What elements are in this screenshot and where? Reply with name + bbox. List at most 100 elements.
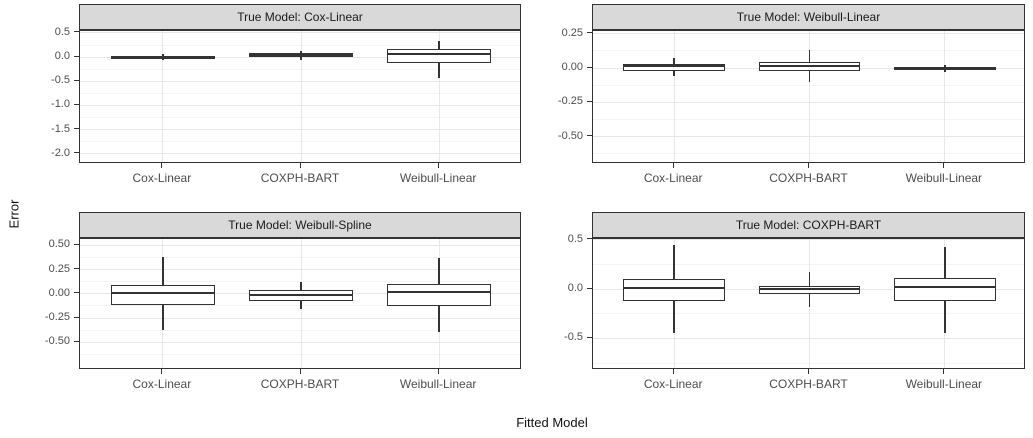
facet-strip-title: True Model: COXPH-BART [735,218,882,232]
y-tick-label: -1.5 [51,122,70,135]
x-tick-mark [672,369,674,374]
y-tick-mark [587,238,592,240]
x-axis-title: Fitted Model [516,415,588,430]
y-tick-mark [587,336,592,338]
facet-strip: True Model: Weibull-Linear [592,4,1025,30]
gridline-major [80,104,520,106]
boxplot-box [387,49,491,63]
x-tick-mark [161,163,163,168]
gridline-major [80,269,520,271]
boxplot-median [249,53,353,56]
x-tick-mark [943,369,945,374]
y-tick-mark [74,103,79,105]
gridline-vertical [673,31,675,162]
y-tick-label: 0.25 [48,262,70,275]
boxplot [80,31,520,162]
facet-strip-title: True Model: Cox-Linear [237,10,363,24]
y-tick-mark [74,268,79,270]
y-tick-label: -0.50 [44,335,70,348]
x-tick-label: Cox-Linear [643,377,703,391]
gridline-minor [593,362,1024,364]
y-tick-label: 0.5 [567,232,583,245]
y-tick-mark [74,243,79,245]
boxplot-box [894,278,996,302]
y-tick-label: 0.0 [54,50,70,63]
boxplot-median [387,53,491,56]
gridline-vertical [162,31,164,162]
boxplot-box [623,278,725,302]
x-tick-mark [943,163,945,168]
y-tick-mark [587,135,592,137]
boxplot [80,31,520,162]
boxplot-median [758,287,861,290]
facet-strip: True Model: Cox-Linear [79,4,521,30]
gridline-major [593,239,1024,241]
y-tick-label: 0.00 [561,61,583,74]
boxplot-box [758,61,861,72]
gridline-minor [80,68,520,70]
x-tick-label: COXPH-BART [260,171,340,185]
x-tick-label: Weibull-Linear [399,377,477,391]
gridline-minor [80,305,520,307]
x-tick-mark [672,163,674,168]
x-tick-mark [299,163,301,168]
boxplot-median [111,55,215,58]
boxplot-box [111,284,215,305]
gridline-minor [80,353,520,355]
x-tick-label: Weibull-Linear [905,171,983,185]
y-tick-label: 0.0 [567,282,583,295]
y-tick-label: 0.5 [54,25,70,38]
y-tick-mark [587,32,592,34]
gridline-major [593,136,1024,138]
y-tick-label: -0.25 [44,311,70,324]
boxplot-box [387,284,491,306]
gridline-major [80,56,520,58]
boxplot [593,31,1024,162]
gridline-minor [80,256,520,258]
y-tick-label: -2.0 [51,146,70,159]
boxplot-box [758,285,861,295]
boxplot-median [894,286,996,289]
y-tick-label: -0.25 [557,95,583,108]
boxplot-median [111,291,215,294]
gridline-minor [80,281,520,283]
boxplot-median [387,290,491,293]
x-tick-mark [437,163,439,168]
boxplot [593,31,1024,162]
gridline-minor [593,118,1024,120]
boxplot [80,239,520,368]
y-tick-label: -0.50 [557,129,583,142]
gridline-major [593,337,1024,339]
gridline-major [593,101,1024,103]
x-tick-label: Cox-Linear [643,171,703,185]
boxplot-median [623,286,725,289]
gridline-major [80,244,520,246]
gridline-minor [593,313,1024,315]
boxplot [80,239,520,368]
y-tick-mark [587,287,592,289]
y-tick-label: -1.0 [51,98,70,111]
gridline-vertical [809,31,810,162]
y-tick-mark [74,31,79,33]
gridline-minor [593,84,1024,86]
x-tick-mark [437,369,439,374]
x-tick-label: Weibull-Linear [399,171,477,185]
facet-panel [79,238,521,369]
boxplot [80,239,520,368]
gridline-major [80,153,520,155]
gridline-minor [80,329,520,331]
gridline-vertical [300,31,302,162]
x-tick-mark [808,369,809,374]
y-tick-mark [74,152,79,154]
x-tick-mark [299,369,301,374]
y-tick-label: 0.25 [561,26,583,39]
y-tick-mark [587,66,592,68]
x-tick-label: Cox-Linear [132,171,192,185]
facet-strip: True Model: COXPH-BART [592,212,1025,238]
gridline-minor [593,264,1024,266]
facet-panel [592,30,1025,163]
gridline-major [80,341,520,343]
y-tick-mark [74,292,79,294]
y-tick-label: 0.00 [48,286,70,299]
boxplot-median [623,65,725,68]
